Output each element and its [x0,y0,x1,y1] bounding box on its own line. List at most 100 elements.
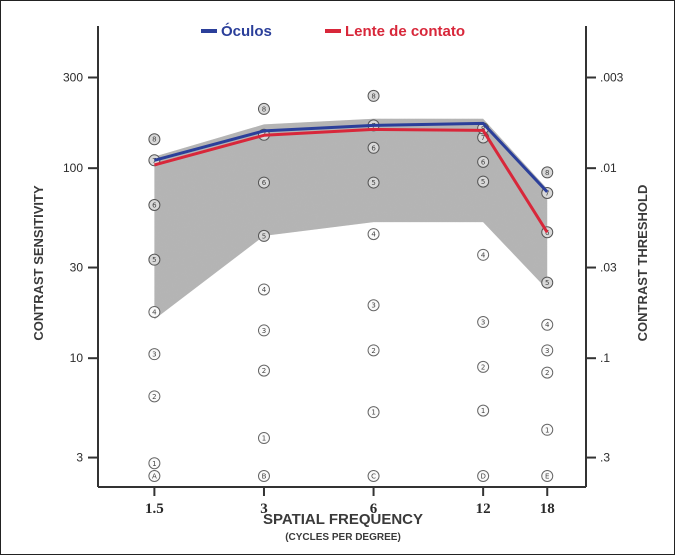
y-right-tick-label: .1 [600,351,610,365]
grating-marker-label: 7 [545,190,549,198]
grating-marker-2-2: 2 [367,344,380,357]
grating-marker-label: 1 [481,407,485,415]
grating-marker-label: 2 [152,393,156,401]
grating-marker-circle [257,283,270,296]
grating-marker-circle [148,390,161,403]
grating-marker-circle [541,423,554,436]
grating-marker-circle [541,469,554,482]
y-axis-right-title: CONTRAST THRESHOLD [635,185,650,342]
grating-marker-circle [257,469,270,482]
x-tick-label: 12 [476,501,491,517]
grating-marker-0-5: 5 [148,253,161,266]
series-line-0 [154,121,549,193]
series-line-1 [154,127,549,234]
grating-marker-2-3: 3 [367,299,380,312]
grating-marker-circle [477,469,490,482]
grating-marker-4-2: 2 [541,366,554,379]
grating-marker-3-3: 3 [477,316,490,329]
grating-marker-0-3: 3 [148,348,161,361]
grating-marker-label: 6 [481,158,486,166]
grating-marker-label: 7 [481,134,485,142]
grating-marker-1-5: 5 [257,229,270,242]
grating-marker-label: B [262,472,267,480]
grating-marker-4-8: 8 [541,166,554,179]
grating-marker-circle [257,364,270,377]
grating-marker-label: 5 [481,178,485,186]
grating-marker-1-2: 2 [257,364,270,377]
grating-marker-circle [541,318,554,331]
grating-marker-3-5: 5 [477,175,490,188]
grating-marker-circle [477,404,490,417]
grating-marker-label: 1 [545,426,549,434]
grating-marker-2-8: 8 [367,89,380,102]
grating-marker-circle [367,176,380,189]
grating-marker-0-8: 8 [148,133,161,146]
y-right-tick-label: .003 [600,71,624,85]
grating-marker-circle [148,253,161,266]
grating-marker-circle [148,469,161,482]
grating-marker-circle [257,229,270,242]
legend-label-oculos: Óculos [221,22,272,40]
grating-marker-label: E [545,472,549,480]
grating-marker-circle [367,406,380,419]
grating-marker-circle [367,141,380,154]
x-axis-subtitle: (CYCLES PER DEGREE) [285,532,401,543]
grating-marker-circle [148,348,161,361]
y-right-tick-label: .3 [600,451,610,465]
grating-marker-circle [148,199,161,212]
normal-range-band-texture [154,118,548,320]
grating-marker-0-2: 2 [148,390,161,403]
grating-marker-4-1: 1 [541,423,554,436]
grating-marker-circle [148,457,161,470]
grating-marker-circle [477,155,490,168]
grating-marker-label: 6 [152,202,157,210]
x-tick-label: 3 [260,501,268,517]
grating-marker-circle [367,89,380,102]
grating-marker-label: 2 [371,347,375,355]
y-left-tick-label: 3 [76,451,83,465]
legend: Óculos Lente de contato [201,22,465,40]
legend-label-lente-de-contato: Lente de contato [345,23,465,40]
grating-marker-circle [257,324,270,337]
grating-marker-label: 8 [481,125,485,133]
grating-marker-1-6: 6 [257,176,270,189]
grating-marker-circle [257,102,270,115]
grating-marker-label: 3 [371,302,375,310]
grating-marker-label: 8 [152,136,156,144]
grating-marker-circle [541,344,554,357]
grating-marker-2-4: 4 [367,228,380,241]
grating-marker-circle [477,360,490,373]
grating-marker-label: 5 [262,232,266,240]
grating-marker-label: 1 [262,435,266,443]
grating-marker-circle [367,228,380,241]
grating-marker-label: 6 [545,229,550,237]
grating-marker-label: 4 [481,251,486,259]
grating-marker-label: 6 [262,179,267,187]
grating-marker-label: 8 [371,92,375,100]
grating-marker-1-8: 8 [257,102,270,115]
grating-marker-label: 2 [545,369,549,377]
grating-marker-label: 1 [371,409,375,417]
grating-marker-label: 8 [262,105,266,113]
grating-marker-label: 4 [152,309,157,317]
grating-marker-4-5: 5 [541,276,554,289]
grating-marker-circle [541,366,554,379]
grating-marker-label: 6 [371,144,376,152]
grating-marker-label: D [480,472,485,480]
grating-marker-circle [367,344,380,357]
grating-marker-label: 4 [371,231,376,239]
grating-marker-label: 3 [262,327,266,335]
grating-marker-label: 3 [152,351,156,359]
y-left-tick-label: 10 [70,351,84,365]
grating-marker-0-6: 6 [148,199,161,212]
grating-marker-circle [367,299,380,312]
grating-marker-label: 1 [152,460,156,468]
grating-marker-circle [257,432,270,445]
grating-marker-circle [257,176,270,189]
grating-marker-label: 7 [152,157,156,165]
grating-marker-label: 4 [262,286,267,294]
grating-marker-3-D: D [477,469,490,482]
x-axis-title: SPATIAL FREQUENCY [263,511,423,528]
x-tick-label: 6 [370,501,378,517]
